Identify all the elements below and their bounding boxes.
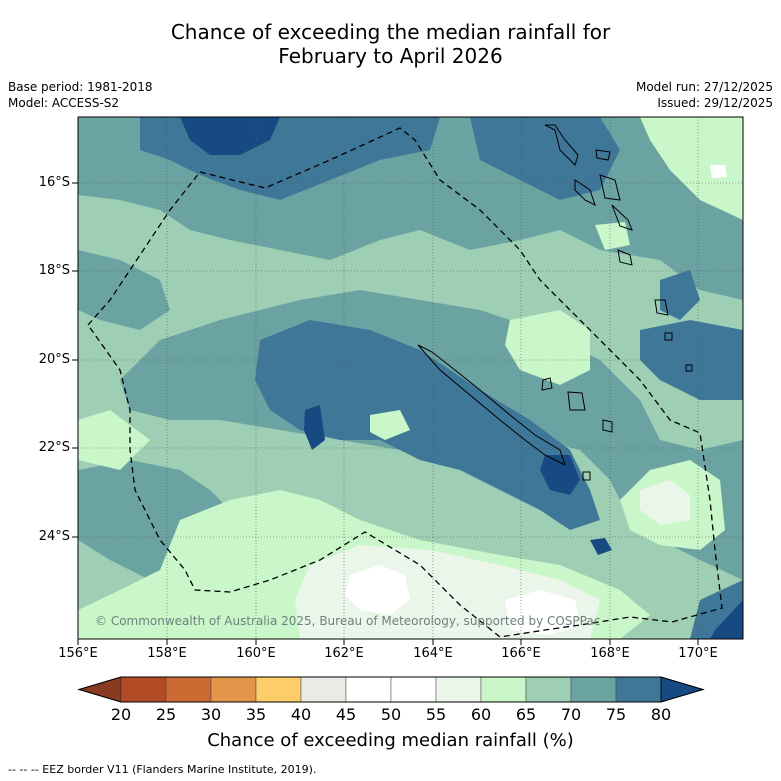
lat-label-22s: 22°S	[38, 440, 70, 455]
eez-border	[87, 127, 723, 638]
colorbar-tick-65: 65	[515, 705, 537, 724]
colorbar-tick-75: 75	[605, 705, 627, 724]
eez-footnote: -- -- -- EEZ border V11 (Flanders Marine…	[8, 763, 317, 776]
colorbar-tick-40: 40	[290, 705, 312, 724]
lon-label-162e: 162°E	[324, 646, 364, 661]
colorbar-swatch-75-80	[615, 676, 662, 703]
copyright-notice: © Commonwealth of Australia 2025, Bureau…	[95, 614, 601, 628]
east-island-2	[664, 332, 673, 341]
colorbar-tick-50: 50	[380, 705, 402, 724]
lon-label-166e: 166°E	[501, 646, 541, 661]
base-period: Base period: 1981-2018	[8, 80, 153, 94]
colorbar-tick-20: 20	[110, 705, 132, 724]
contour-80-newcaledonia	[540, 455, 580, 495]
colorbar-frame	[77, 676, 705, 703]
lat-label-20s: 20°S	[38, 352, 70, 367]
contour-60-65-central	[505, 310, 590, 385]
colorbar-swatch-25-30	[165, 676, 212, 703]
colorbar-swatch-60-65	[480, 676, 527, 703]
issued-date: Issued: 29/12/2025	[657, 96, 773, 110]
map-title-line2: February to April 2026	[278, 44, 503, 68]
contour-70-75-west	[78, 250, 170, 330]
colorbar-swatch-50-55	[390, 676, 437, 703]
colorbar-tick-55: 55	[425, 705, 447, 724]
vanuatu-coast-6	[595, 149, 611, 161]
colorbar-tick-80: 80	[650, 705, 672, 724]
lat-label-24s: 24°S	[38, 529, 70, 544]
map-title-line1: Chance of exceeding the median rainfall …	[170, 20, 611, 44]
graticule	[78, 117, 743, 639]
colorbar-tick-35: 35	[245, 705, 267, 724]
contour-80-center	[304, 405, 325, 450]
vanuatu-coast-3	[599, 174, 621, 201]
colorbar-tick-60: 60	[470, 705, 492, 724]
colorbar-tick-25: 25	[155, 705, 177, 724]
contour-60-65-left	[78, 410, 150, 470]
loyalty-islands-2	[567, 391, 586, 411]
colorbar-swatch-40-45	[300, 676, 347, 703]
new-caledonia-coast	[417, 344, 566, 466]
lon-label-170e: 170°E	[678, 646, 718, 661]
model-name: Model: ACCESS-S2	[8, 96, 120, 110]
axis-ticks	[72, 182, 699, 645]
colorbar-swatch-20-25	[120, 676, 167, 703]
contour-75-80-center	[255, 320, 600, 530]
model-run: Model run: 27/12/2025	[635, 80, 773, 94]
contour-50-55-south	[345, 565, 410, 615]
lon-label-156e: 156°E	[58, 646, 98, 661]
lon-label-160e: 160°E	[236, 646, 276, 661]
south-new-caledonia-island	[582, 471, 591, 481]
contour-75-80-east-island	[660, 270, 700, 320]
contour-55-60-east	[640, 480, 690, 525]
east-island-1	[654, 299, 669, 316]
lat-label-16s: 16°S	[38, 175, 70, 190]
colorbar-tick-30: 30	[200, 705, 222, 724]
loyalty-islands-1	[541, 377, 553, 391]
contour-80-spot	[590, 538, 612, 555]
colorbar-swatch-70-75	[570, 676, 617, 703]
contour-80-north	[180, 117, 280, 155]
colorbar-tick-70: 70	[560, 705, 582, 724]
contour-60-65-northeast	[640, 117, 743, 220]
colorbar	[77, 676, 705, 703]
lon-label-158e: 158°E	[147, 646, 187, 661]
colorbar-swatch-65-70	[525, 676, 572, 703]
colorbar-swatch-55-60	[435, 676, 482, 703]
contour-75-80-northeast	[470, 117, 620, 200]
colorbar-title: Chance of exceeding median rainfall (%)	[207, 730, 574, 751]
map-frame	[77, 116, 744, 640]
colorbar-swatch-35-40	[255, 676, 302, 703]
vanuatu-coast-4	[611, 204, 633, 231]
colorbar-swatch-30-35	[210, 676, 257, 703]
colorbar-high-extension	[660, 676, 705, 703]
contour-50-55-northeast	[710, 165, 727, 178]
contour-fill-layer	[78, 117, 743, 639]
contour-50-55-southeast	[505, 590, 580, 635]
lon-label-168e: 168°E	[590, 646, 630, 661]
loyalty-islands-3	[602, 419, 613, 433]
east-island-3	[685, 364, 693, 372]
coastlines	[417, 124, 693, 481]
lon-label-164e: 164°E	[413, 646, 453, 661]
colorbar-swatch-45-50	[345, 676, 392, 703]
vanuatu-coast-5	[617, 249, 633, 266]
contour-60-65-small	[595, 222, 630, 250]
contour-60-65-centerspot	[370, 410, 410, 440]
contour-80-southeast	[710, 600, 743, 639]
vanuatu-coast-1	[544, 124, 579, 166]
lat-label-18s: 18°S	[38, 263, 70, 278]
vanuatu-coast-2	[574, 179, 596, 206]
colorbar-low-extension	[77, 676, 122, 703]
colorbar-tick-45: 45	[335, 705, 357, 724]
